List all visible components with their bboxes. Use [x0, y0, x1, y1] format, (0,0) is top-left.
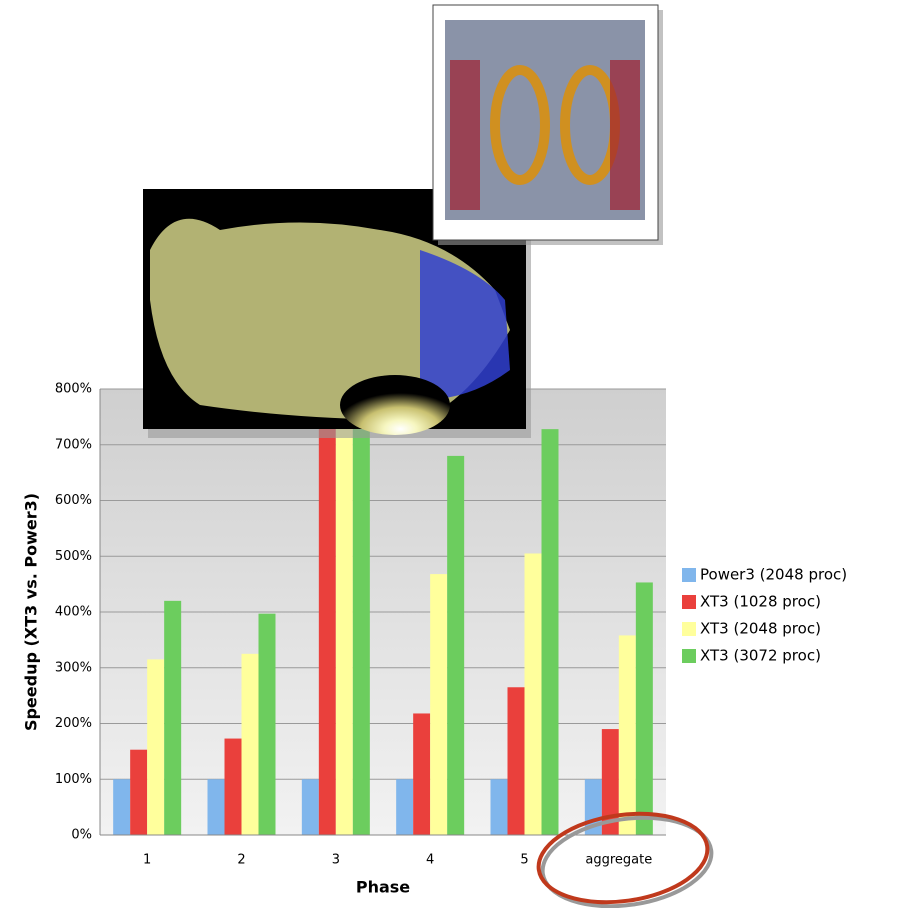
y-tick-label: 300%	[55, 660, 92, 675]
legend-label: XT3 (3072 proc)	[700, 647, 821, 665]
highlight-ellipse	[536, 811, 710, 905]
labels: 0% 100% 200% 300% 400% 500% 600% 700% 800% 1 2 3 4 5 a…	[55, 382, 652, 868]
bar	[335, 405, 353, 835]
bar	[352, 394, 370, 835]
y-tick-label: 500%	[55, 549, 92, 564]
bar	[618, 635, 636, 835]
legend-swatch	[682, 649, 696, 663]
tokamak-image	[432, 4, 663, 245]
x-tick-label: aggregate	[585, 853, 652, 868]
legend-swatch	[682, 568, 696, 582]
legend-label: XT3 (1028 proc)	[700, 593, 821, 611]
bar	[301, 779, 319, 835]
y-axis-title: Speedup (XT3 vs. Power3)	[22, 493, 41, 731]
bar	[490, 779, 508, 835]
y-tick-label: 400%	[55, 605, 92, 620]
bar	[601, 729, 619, 835]
legend-swatch	[682, 595, 696, 609]
bar	[241, 653, 259, 835]
bar	[147, 659, 165, 835]
x-axis-title: Phase	[356, 878, 410, 897]
x-tick-label: 2	[237, 853, 245, 868]
legend-label: Power3 (2048 proc)	[700, 566, 847, 584]
bars	[113, 394, 653, 835]
legend-label: XT3 (2048 proc)	[700, 620, 821, 638]
bar	[447, 455, 465, 835]
bar	[635, 582, 653, 835]
bar	[207, 779, 225, 835]
y-tick-label: 600%	[55, 493, 92, 508]
x-tick-label: 1	[143, 853, 151, 868]
bar	[396, 779, 414, 835]
bar	[164, 600, 182, 835]
y-tick-label: 700%	[55, 437, 92, 452]
y-tick-label: 800%	[55, 382, 92, 397]
y-tick-label: 200%	[55, 716, 92, 731]
bar	[224, 738, 242, 835]
bar	[507, 687, 525, 835]
legend: Power3 (2048 proc) XT3 (1028 proc) XT3 (20…	[682, 566, 847, 665]
bar	[524, 553, 542, 835]
x-tick-label: 3	[332, 853, 340, 868]
legend-swatch	[682, 622, 696, 636]
bar	[113, 779, 131, 835]
x-tick-label: 5	[520, 853, 528, 868]
x-tick-label: 4	[426, 853, 434, 868]
highlight-shadow	[540, 815, 714, 908]
bar	[130, 749, 148, 835]
bar	[541, 429, 559, 835]
bar	[318, 400, 336, 835]
bar	[430, 574, 448, 835]
y-tick-label: 100%	[55, 772, 92, 787]
y-tick-label: 0%	[71, 828, 92, 843]
bar	[258, 613, 276, 835]
bar	[413, 713, 431, 835]
